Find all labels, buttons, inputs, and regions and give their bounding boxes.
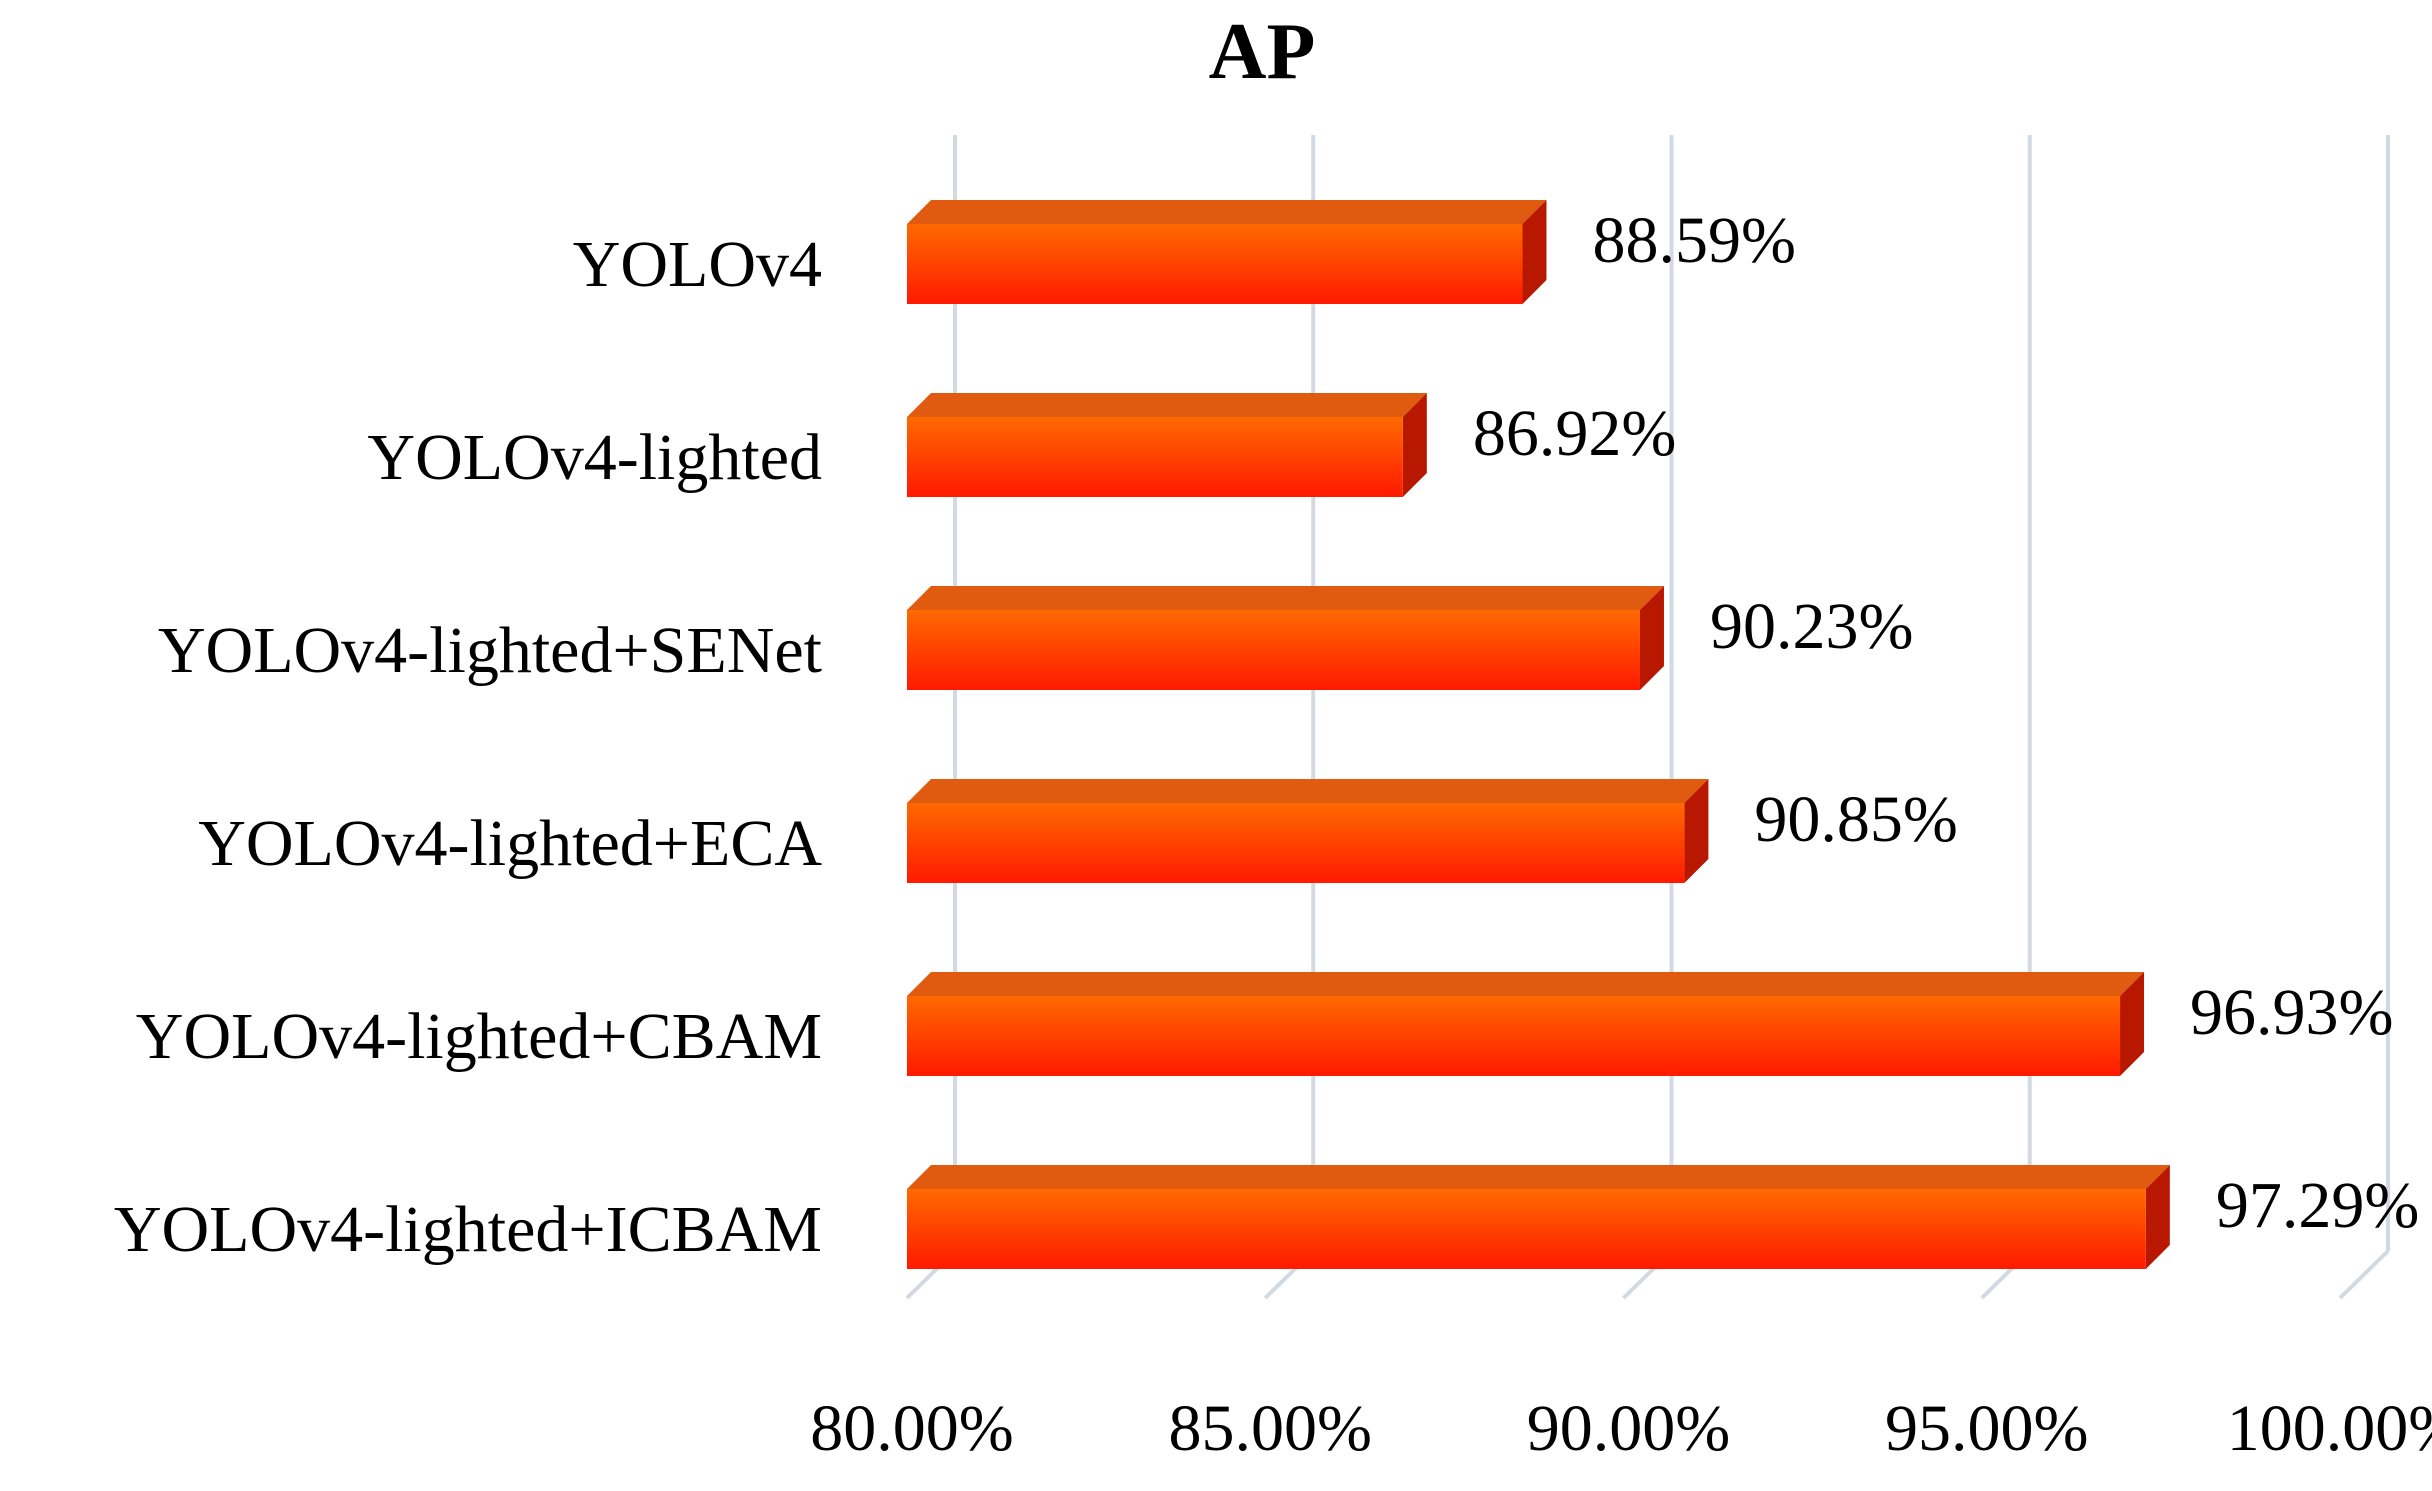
gridlines	[905, 135, 2390, 1300]
data-label: 97.29%	[2216, 1169, 2419, 1242]
bar-top-face	[907, 586, 1664, 610]
bar-top-face	[907, 393, 1427, 417]
bar	[907, 224, 1523, 304]
bar	[907, 1189, 2146, 1269]
chart-title: AP	[1209, 8, 1316, 96]
bar-top-face	[907, 779, 1709, 803]
category-label: YOLOv4-lighted+ICBAM	[114, 1193, 822, 1266]
x-tick-label: 100.00%	[2227, 1392, 2432, 1465]
category-label: YOLOv4-lighted+SENet	[158, 614, 822, 687]
bar-side-face	[1639, 586, 1664, 690]
data-label: 86.92%	[1473, 397, 1676, 470]
bar	[907, 996, 2121, 1076]
x-tick-label: 95.00%	[1885, 1392, 2088, 1465]
bar-top-face	[907, 200, 1547, 224]
bar-top-face	[907, 972, 2145, 996]
data-label: 90.85%	[1754, 783, 1957, 856]
bar	[907, 417, 1403, 497]
category-label: YOLOv4-lighted	[367, 421, 822, 494]
bar-side-face	[2120, 972, 2145, 1076]
bar-top-face	[907, 1165, 2170, 1189]
bar-side-face	[1684, 779, 1709, 883]
bar	[907, 803, 1685, 883]
x-tick-label: 85.00%	[1169, 1392, 1372, 1465]
gridline-floor	[2338, 1249, 2390, 1300]
bar-side-face	[1522, 200, 1547, 304]
labels: 80.00% 85.00% 90.00% 95.00% 100.00% YOLOv4 88.…	[114, 204, 2432, 1465]
category-label: YOLOv4-lighted+CBAM	[136, 1000, 822, 1073]
category-label: YOLOv4-lighted+ECA	[198, 807, 822, 880]
category-label: YOLOv4	[573, 228, 822, 301]
data-label: 88.59%	[1592, 204, 1795, 277]
bars	[907, 200, 2170, 1269]
x-tick-label: 80.00%	[810, 1392, 1013, 1465]
bar	[907, 610, 1640, 690]
x-tick-label: 90.00%	[1527, 1392, 1730, 1465]
bar-side-face	[2145, 1165, 2170, 1269]
data-label: 96.93%	[2190, 976, 2393, 1049]
bar-side-face	[1402, 393, 1427, 497]
data-label: 90.23%	[1710, 590, 1913, 663]
